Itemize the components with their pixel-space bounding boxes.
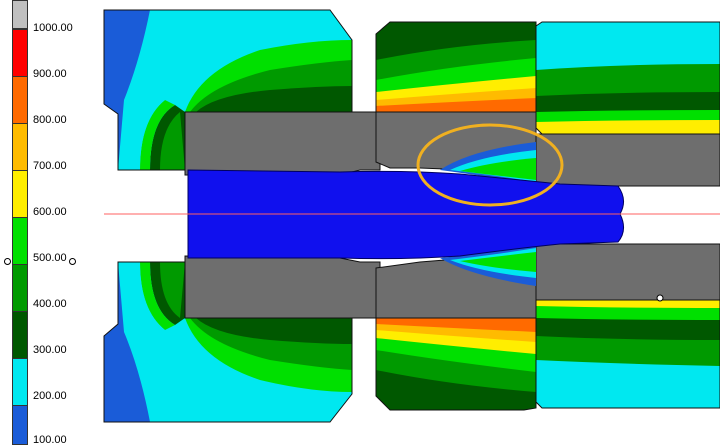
lower-nose-contour-green <box>460 252 536 272</box>
right-lower-die-contours <box>536 300 720 408</box>
legend-tick-label: 800.00 <box>33 114 67 126</box>
legend-swatch-1000 <box>12 0 28 29</box>
legend-tick-label: 900.00 <box>33 68 67 80</box>
highlight-ellipse <box>416 123 564 207</box>
lower-right-die-insert <box>535 243 720 301</box>
legend-probe-marker-right[interactable] <box>69 258 76 265</box>
upper-right-die-insert <box>535 133 720 187</box>
legend-tick-label: 1000.00 <box>33 22 73 34</box>
upper-left-die-insert <box>184 111 381 176</box>
probe-point-marker[interactable] <box>656 294 664 302</box>
color-legend: 1000.00 900.00 800.00 700.00 600.00 500.… <box>0 0 100 446</box>
legend-probe-marker-left[interactable] <box>4 258 11 265</box>
middle-lower-die-contours <box>376 318 536 410</box>
lower-left-die-insert <box>184 255 381 319</box>
upper-nose-contour-green <box>460 158 536 180</box>
legend-tick-label: 600.00 <box>33 206 67 218</box>
middle-upper-die-contours <box>376 22 536 112</box>
legend-tick-label: 300.00 <box>33 344 67 356</box>
right-upper-die-contours <box>536 22 720 134</box>
legend-tick-label: 400.00 <box>33 298 67 310</box>
legend-tick-label: 700.00 <box>33 160 67 172</box>
legend-tick-label: 200.00 <box>33 390 67 402</box>
legend-tick-label: 500.00 <box>33 252 67 264</box>
